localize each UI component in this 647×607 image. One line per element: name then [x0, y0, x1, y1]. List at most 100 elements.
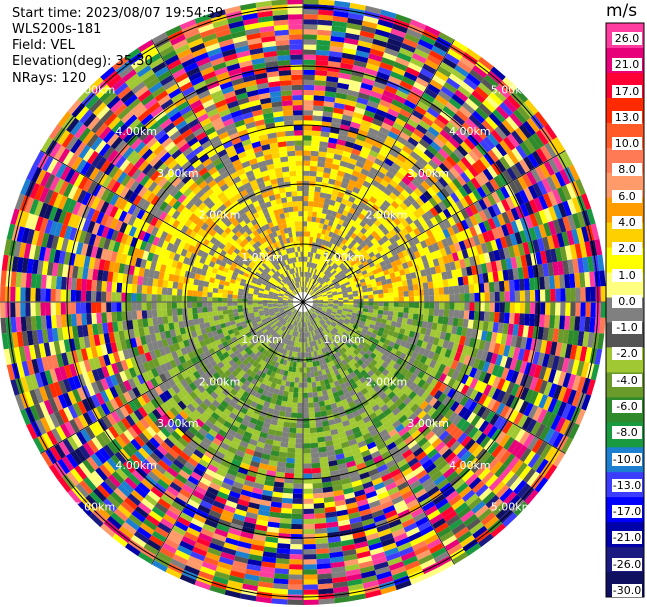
range-gate	[428, 197, 438, 208]
range-gate	[552, 204, 563, 220]
range-gate	[342, 308, 348, 312]
range-gate	[316, 293, 322, 297]
range-gate	[554, 315, 561, 329]
range-gate	[408, 296, 415, 302]
range-gate	[376, 207, 385, 216]
range-gate	[364, 158, 375, 168]
range-gate	[434, 223, 443, 234]
range-gate	[456, 174, 467, 187]
range-gate	[309, 257, 313, 263]
range-gate	[328, 282, 334, 287]
range-gate	[326, 188, 334, 195]
range-gate	[463, 310, 470, 320]
range-gate	[561, 184, 572, 201]
range-gate	[434, 294, 440, 302]
range-gate	[442, 208, 452, 219]
range-gate	[485, 116, 499, 130]
range-gate	[549, 314, 556, 329]
range-gate	[569, 244, 578, 260]
range-gate	[439, 302, 445, 310]
range-gate	[318, 197, 326, 204]
range-gate	[495, 143, 508, 157]
range-gate	[344, 281, 351, 286]
range-gate	[374, 187, 384, 196]
range-gate	[377, 195, 386, 204]
range-gate	[529, 313, 535, 327]
range-gate	[382, 310, 389, 316]
range-gate	[292, 498, 303, 504]
range-gate	[326, 289, 332, 293]
range-gate	[350, 232, 358, 240]
range-gate	[378, 231, 386, 239]
range-gate	[383, 297, 389, 302]
range-gate	[498, 280, 505, 292]
range-gate	[502, 323, 509, 335]
range-gate	[311, 462, 321, 469]
range-gate	[303, 120, 313, 126]
range-gate	[460, 208, 470, 220]
range-gate	[310, 160, 318, 167]
range-gate	[571, 213, 582, 229]
range-gate	[391, 282, 398, 288]
range-gate	[303, 498, 314, 504]
range-gate	[495, 84, 511, 99]
range-gate	[414, 105, 427, 116]
range-gate	[567, 214, 577, 231]
range-gate	[402, 198, 412, 208]
range-gate	[316, 426, 324, 433]
range-gate	[306, 236, 310, 242]
range-gate	[350, 260, 357, 267]
range-gate	[407, 62, 423, 73]
range-gate	[348, 296, 354, 300]
range-gate	[293, 387, 299, 393]
range-gate	[424, 25, 441, 37]
range-gate	[485, 95, 500, 110]
range-gate	[524, 215, 534, 229]
range-gate	[353, 228, 361, 236]
range-gate	[417, 283, 424, 290]
range-gate	[470, 130, 484, 144]
range-gate	[355, 251, 362, 258]
range-gate	[482, 321, 489, 332]
range-gate	[315, 269, 320, 276]
range-gate	[345, 167, 354, 175]
range-gate	[318, 0, 335, 6]
range-gate	[403, 99, 417, 110]
range-gate	[323, 275, 328, 281]
range-gate	[392, 209, 401, 218]
range-gate	[527, 185, 539, 200]
range-gate	[314, 222, 320, 228]
range-gate	[385, 112, 397, 123]
range-gate	[281, 502, 293, 509]
range-gate	[319, 279, 325, 285]
range-gate	[389, 220, 398, 229]
range-gate	[436, 323, 443, 332]
range-gate	[373, 273, 380, 279]
range-gate	[294, 377, 300, 383]
range-gate	[401, 104, 415, 114]
range-gate	[493, 281, 500, 292]
range-gate	[303, 24, 318, 30]
range-gate	[502, 247, 511, 259]
range-gate	[328, 266, 334, 272]
range-gate	[440, 187, 451, 199]
range-gate	[340, 264, 347, 271]
range-gate	[289, 427, 297, 434]
range-gate	[431, 45, 447, 58]
range-gate	[344, 240, 351, 248]
range-gate	[417, 314, 424, 321]
range-gate	[321, 261, 326, 268]
range-gate	[353, 296, 359, 300]
range-gate	[315, 282, 320, 287]
range-gate	[381, 235, 389, 243]
range-gate	[296, 412, 303, 419]
range-gate	[363, 295, 369, 299]
range-gate	[469, 293, 475, 302]
range-gate	[364, 136, 375, 146]
range-gate	[441, 324, 448, 333]
range-gate	[430, 251, 438, 260]
range-gate	[509, 302, 516, 314]
range-gate	[308, 397, 314, 403]
range-gate	[432, 258, 440, 267]
range-gate	[313, 263, 318, 269]
